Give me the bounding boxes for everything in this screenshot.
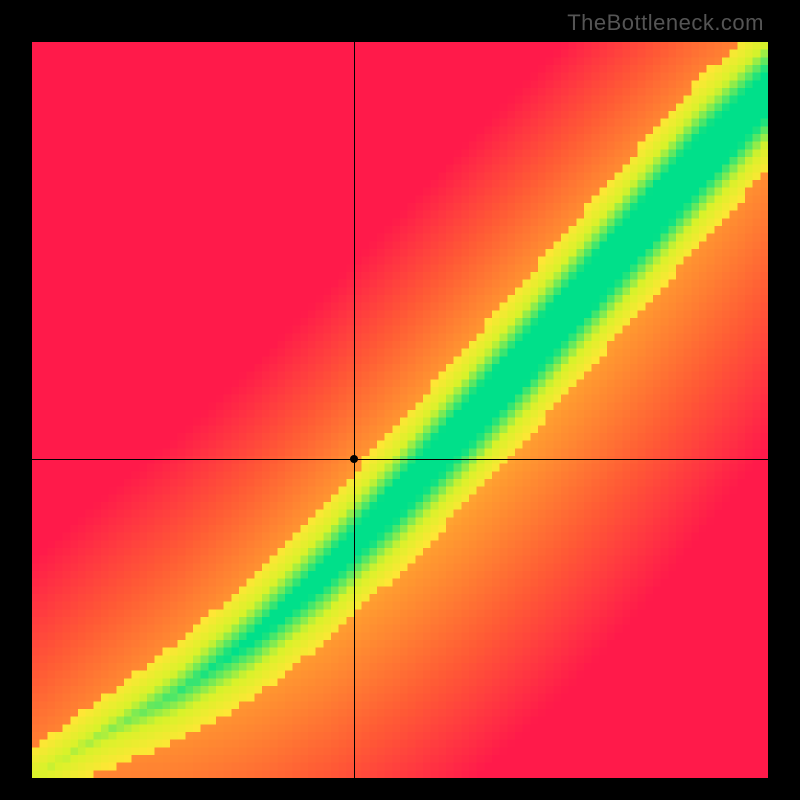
- watermark-text: TheBottleneck.com: [567, 10, 764, 36]
- bottleneck-heatmap-container: { "watermark": { "text": "TheBottleneck.…: [0, 0, 800, 800]
- crosshair-marker-dot: [350, 455, 358, 463]
- heatmap-canvas: [32, 42, 768, 778]
